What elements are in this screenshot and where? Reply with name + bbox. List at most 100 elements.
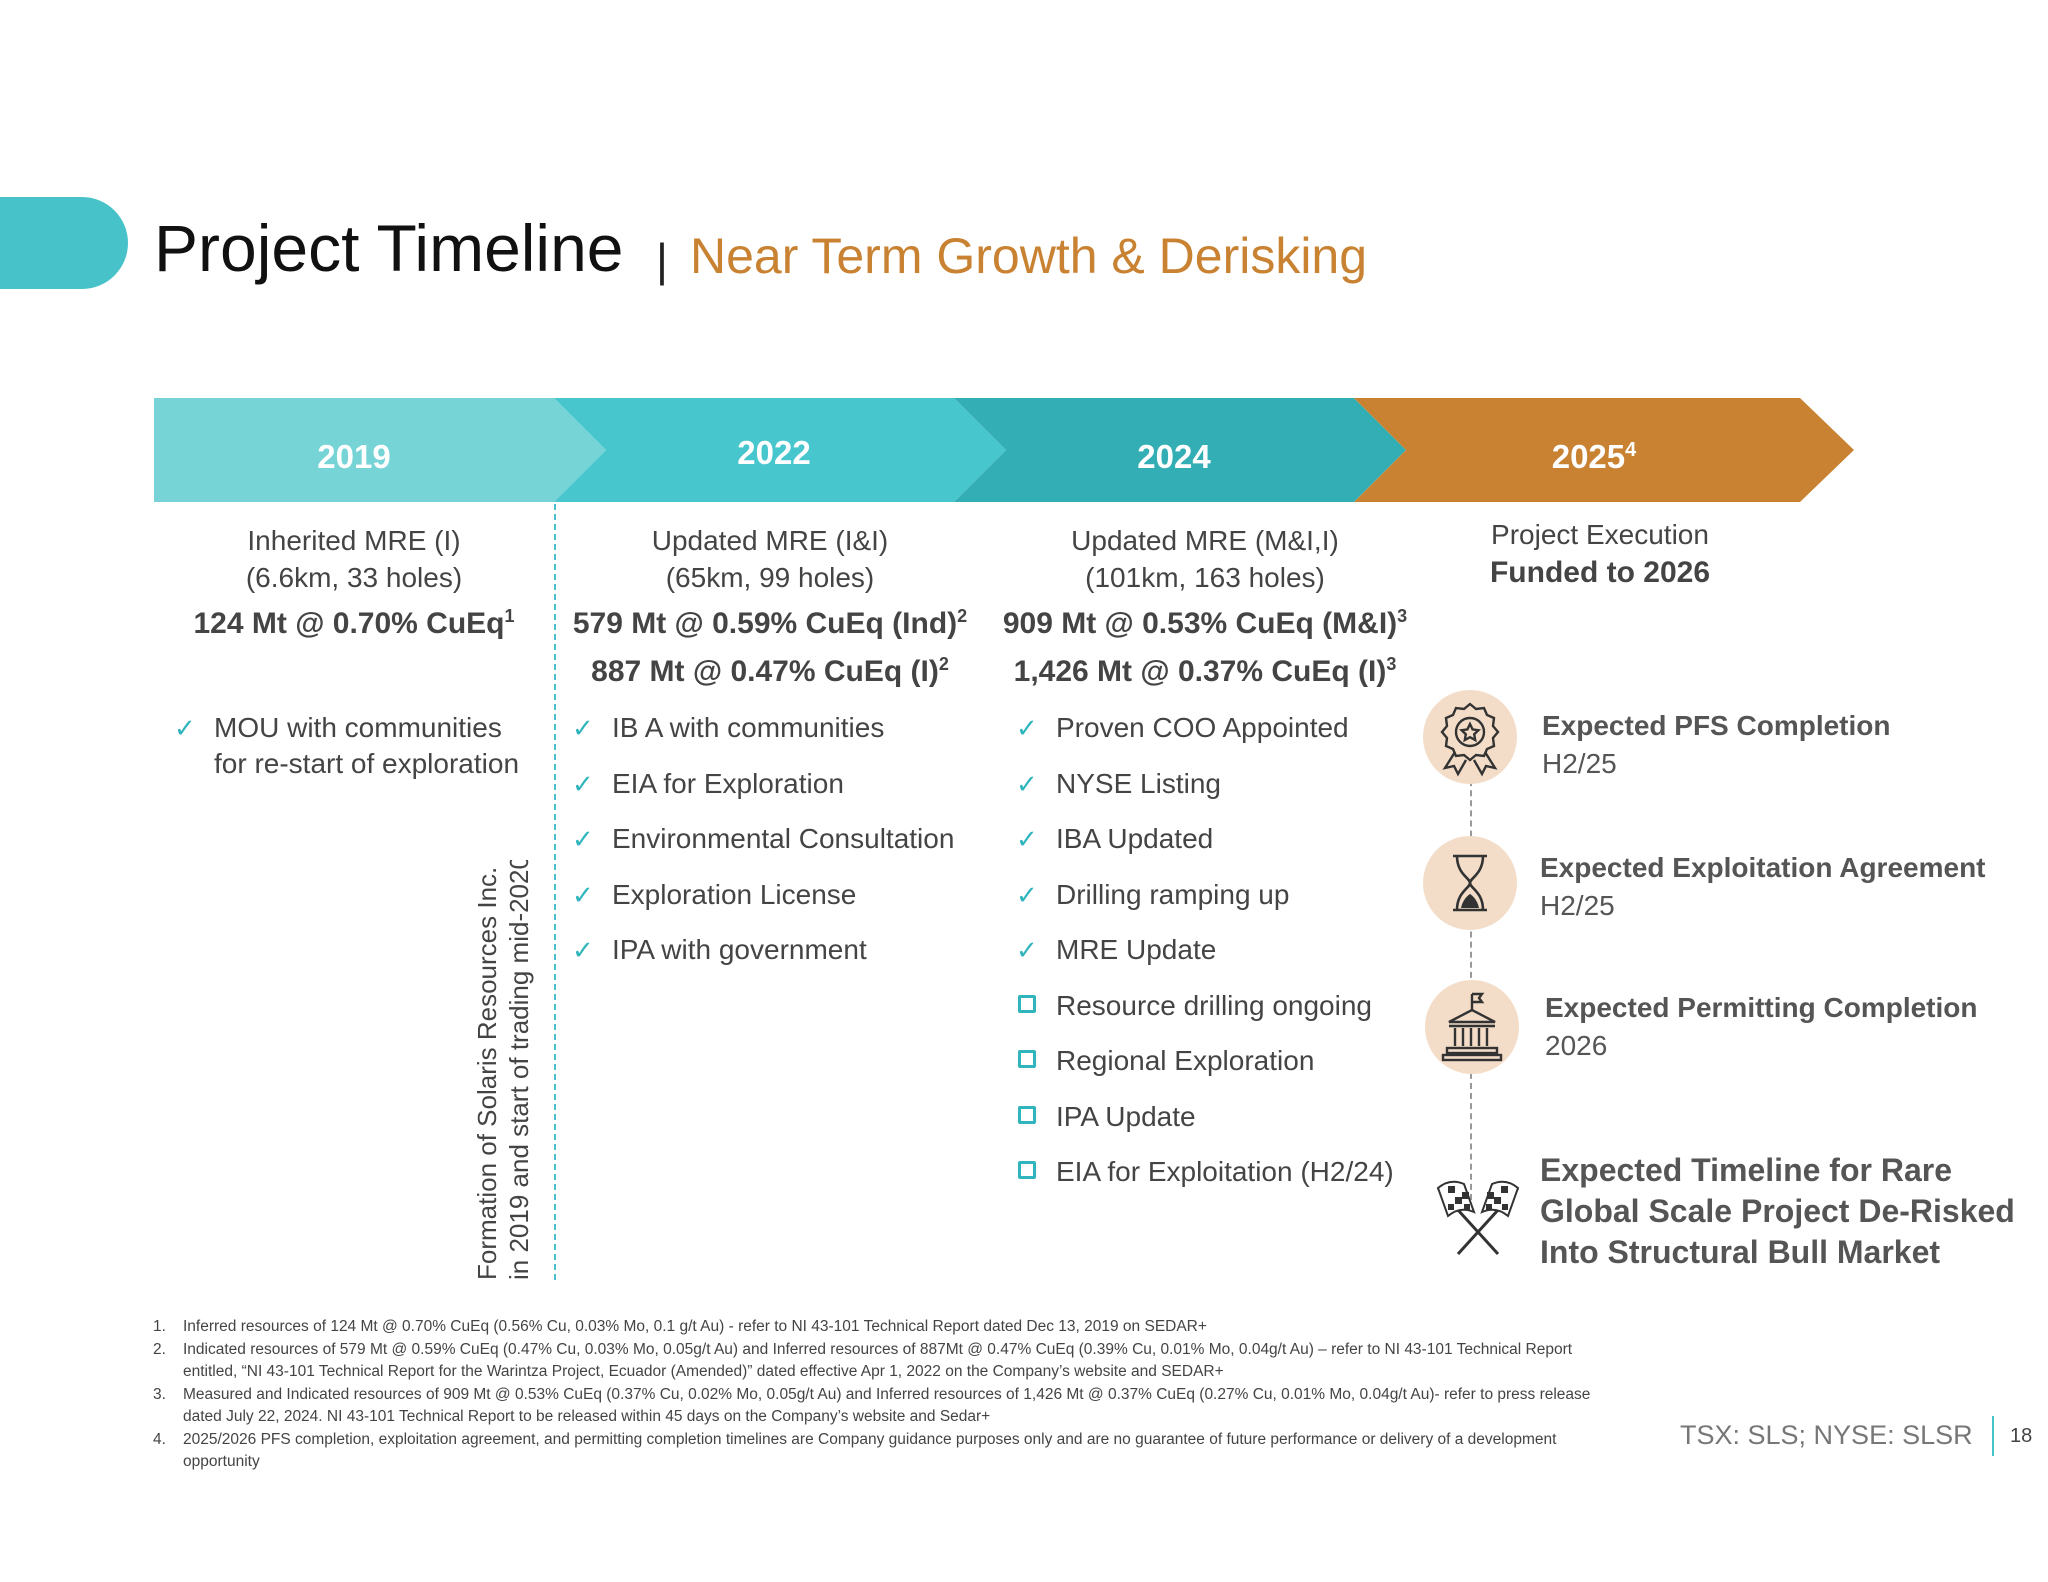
footnote: 1. Inferred resources of 124 Mt @ 0.70% C…: [140, 1316, 1620, 1339]
list-item: ✓ MOU with communities for re-start of e…: [174, 710, 519, 790]
closing-line1: Expected Timeline for Rare: [1540, 1152, 1952, 1188]
checkbox-empty-icon: [1018, 1105, 1036, 1124]
milestone-permitting-title: Expected Permitting Completion: [1545, 992, 1978, 1023]
list-item-label: EIA for Exploitation (H2/24): [1056, 1156, 1394, 1187]
col-2024-line1: Updated MRE (M&I,I): [1071, 525, 1339, 556]
closing-line3: Into Structural Bull Market: [1540, 1234, 1941, 1270]
list-item-label: MOU with communities: [214, 712, 502, 743]
list-item-label: IPA with government: [612, 934, 867, 965]
stage-arrow-2019: [154, 398, 606, 502]
closing-statement: Expected Timeline for Rare Global Scale …: [1540, 1150, 2015, 1273]
footnote: 3. Measured and Indicated resources of 90…: [140, 1384, 1620, 1429]
formation-note: Formation of Solaris Resources Inc. in 2…: [472, 860, 534, 1280]
list-item: ✓ IB A with communities: [572, 710, 954, 766]
formation-note-line2: in 2019 and start of trading mid-2020: [504, 860, 534, 1280]
stage-year-2025: 20254: [1551, 438, 1637, 475]
stage-arrow-2025: [1354, 398, 1854, 502]
milestone-exploitation-date: H2/25: [1540, 890, 1615, 921]
footnote-number: 1.: [153, 1318, 166, 1335]
checkbox-empty-icon: [1018, 1050, 1036, 1068]
footnote-text: 2025/2026 PFS completion, exploitation a…: [183, 1430, 1557, 1471]
col-2024-line2: (101km, 163 holes): [1085, 562, 1325, 593]
footnote-number: 2.: [153, 1340, 166, 1358]
page-subtitle: Near Term Growth & Derisking: [690, 228, 1368, 284]
col-2025-funded: Funded to 2026: [1489, 556, 1711, 589]
col-2024-list: ✓ Proven COO Appointed ✓ NYSE Listing ✓ IBA…: [1016, 710, 1394, 1210]
col-2019-line1: Inherited MRE (I): [247, 525, 461, 556]
check-icon: ✓: [1016, 768, 1038, 799]
list-item: ✓ Environmental Consultation: [572, 821, 954, 877]
col-2024-resource-mi: 909 Mt @ 0.53% CuEq (M&I)3: [1002, 606, 1408, 640]
list-item-label: NYSE Listing: [1056, 767, 1221, 799]
check-icon: ✓: [572, 824, 594, 854]
closing-line2: Global Scale Project De-Risked: [1540, 1193, 2015, 1229]
col-2019-summary: Inherited MRE (I) (6.6km, 33 holes) 124 …: [154, 522, 554, 644]
list-item-label: IPA Update: [1056, 1100, 1196, 1132]
footnote-text: Inferred resources of 124 Mt @ 0.70% CuE…: [183, 1318, 1207, 1335]
col-2024-summary: Updated MRE (M&I,I) (101km, 163 holes) 9…: [980, 522, 1430, 692]
header-accent-tab: [0, 197, 128, 289]
checkered-flags-icon: [1436, 1180, 1520, 1256]
list-item: Regional Exploration: [1016, 1043, 1394, 1099]
footnotes: 1. Inferred resources of 124 Mt @ 0.70% C…: [140, 1316, 1620, 1474]
footnote-text: Measured and Indicated resources of 909 …: [183, 1385, 1591, 1426]
footnote-text: Indicated resources of 579 Mt @ 0.59% Cu…: [183, 1340, 1573, 1381]
check-icon: ✓: [1016, 824, 1038, 854]
list-item: ✓ Exploration License: [572, 877, 954, 933]
milestone-pfs-title: Expected PFS Completion: [1542, 710, 1891, 741]
stage-arrow-2024: [954, 398, 1406, 502]
list-item: ✓ MRE Update: [1016, 932, 1394, 988]
timeline-banner: 2019 2022 2024 20254: [154, 398, 1854, 502]
list-item: ✓ NYSE Listing: [1016, 766, 1394, 822]
stage-arrow-2022: [554, 398, 1006, 502]
col-2022-line1: Updated MRE (I&I): [651, 525, 889, 556]
col-2025-line1: Project Execution: [1491, 519, 1709, 550]
col-2022-list: ✓ IB A with communities ✓ EIA for Explorat…: [572, 710, 954, 988]
col-2019-resource: 124 Mt @ 0.70% CuEq1: [193, 606, 515, 640]
list-item: EIA for Exploitation (H2/24): [1016, 1154, 1394, 1210]
title-separator: |: [656, 234, 668, 286]
dashed-divider: [554, 504, 556, 1280]
milestone-pfs-date: H2/25: [1542, 748, 1617, 779]
list-item: ✓ IBA Updated: [1016, 821, 1394, 877]
stage-year-2024: 2024: [1137, 438, 1211, 475]
award-ribbon-icon: [1423, 690, 1517, 784]
col-2022-resource-ind: 579 Mt @ 0.59% CuEq (Ind)2: [572, 606, 968, 640]
list-item: ✓ IPA with government: [572, 932, 954, 988]
list-item: ✓ EIA for Exploration: [572, 766, 954, 822]
check-icon: ✓: [572, 935, 594, 965]
list-item-label: Proven COO Appointed: [1056, 712, 1349, 743]
check-icon: ✓: [174, 713, 196, 743]
check-icon: ✓: [572, 879, 594, 910]
list-item-label: for re-start of exploration: [214, 748, 520, 779]
col-2019-list: ✓ MOU with communities for re-start of e…: [174, 710, 519, 790]
list-item-label: IBA Updated: [1056, 823, 1214, 854]
check-icon: ✓: [1016, 713, 1038, 743]
col-2019-line2: (6.6km, 33 holes): [245, 562, 463, 593]
formation-note-line1: Formation of Solaris Resources Inc.: [472, 867, 502, 1280]
list-item-label: Resource drilling ongoing: [1056, 989, 1372, 1021]
footnote-number: 3.: [153, 1385, 166, 1403]
milestone-permitting-date: 2026: [1545, 1030, 1608, 1061]
government-building-icon: [1425, 980, 1519, 1074]
footnote-number: 4.: [153, 1430, 166, 1448]
footnote: 2. Indicated resources of 579 Mt @ 0.59% …: [140, 1339, 1620, 1384]
check-icon: ✓: [1016, 879, 1038, 910]
col-2022-summary: Updated MRE (I&I) (65km, 99 holes) 579 M…: [560, 522, 980, 692]
col-2024-resource-inf: 1,426 Mt @ 0.37% CuEq (I)3: [1013, 654, 1397, 688]
stage-year-2019: 2019: [317, 438, 391, 475]
timeline-arrows: [154, 398, 1854, 502]
hourglass-icon: [1423, 836, 1517, 930]
check-icon: ✓: [1016, 935, 1038, 965]
check-icon: ✓: [572, 713, 594, 743]
list-item-label: Environmental Consultation: [612, 823, 955, 854]
list-item-label: IB A with communities: [612, 712, 885, 743]
page-number-divider: [1992, 1416, 1994, 1456]
list-item: Resource drilling ongoing: [1016, 988, 1394, 1044]
page-title: Project Timeline: [154, 211, 624, 285]
check-icon: ✓: [572, 768, 594, 799]
list-item-label: MRE Update: [1056, 934, 1217, 965]
col-2022-line2: (65km, 99 holes): [665, 562, 875, 593]
col-2025-summary: Project Execution Funded to 2026: [1400, 516, 1800, 593]
list-item-label: EIA for Exploration: [612, 767, 844, 799]
